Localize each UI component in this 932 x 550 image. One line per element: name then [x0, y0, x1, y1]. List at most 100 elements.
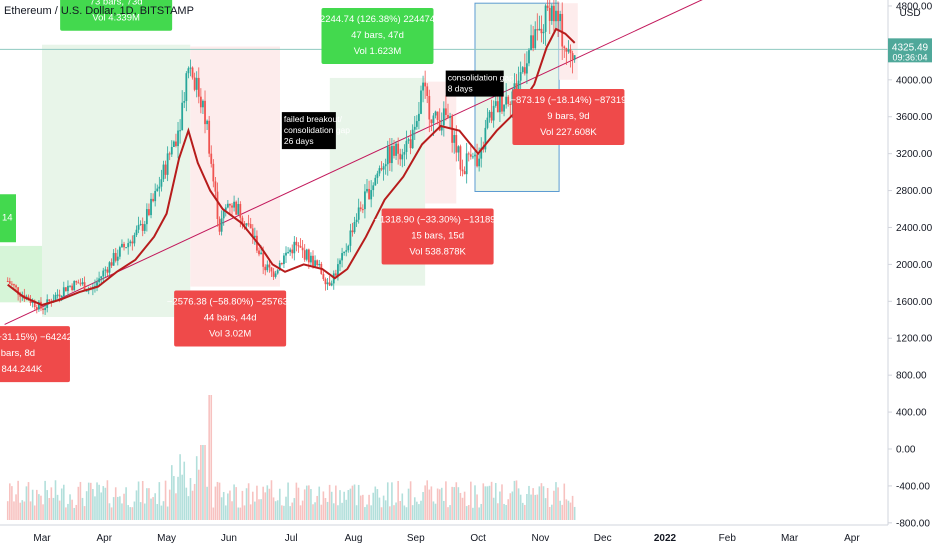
volume-bar-238: [501, 484, 503, 520]
volume-bar-223: [470, 481, 472, 520]
volume-bar-127: [270, 480, 273, 520]
currency-label: USD: [899, 8, 920, 19]
volume-bar-75: [162, 501, 165, 520]
candle-body-179: [378, 168, 381, 174]
volume-bar-104: [222, 491, 225, 520]
volume-bar-152: [322, 491, 325, 520]
candle-body-156: [330, 283, 333, 286]
volume-bar-125: [266, 485, 269, 520]
candle-body-3: [13, 284, 15, 286]
range-label-7: −582.42 (−31.15%) −64242 8 bars, 8d Vol 84…: [0, 326, 72, 383]
candle-body-268: [563, 46, 566, 49]
candle-body-254: [534, 29, 537, 49]
candle-body-124: [264, 266, 267, 271]
price-axis[interactable]: USD5600.005200.004800.004400.004000.0036…: [887, 0, 932, 550]
candle-body-96: [206, 120, 208, 125]
volume-bar-102: [218, 482, 221, 520]
volume-bar-137: [291, 502, 294, 520]
volume-bar-235: [494, 482, 497, 520]
y-tick-label-16: -800.00: [896, 518, 930, 529]
candle-body-91: [195, 77, 198, 90]
range-label-0: 14: [0, 194, 16, 243]
candle-body-241: [507, 96, 510, 104]
candle-body-203: [428, 96, 431, 120]
volume-bar-70: [152, 497, 154, 520]
candle-body-98: [210, 153, 213, 164]
volume-bar-99: [212, 507, 215, 520]
candle-body-128: [272, 271, 275, 277]
candle-body-153: [324, 279, 327, 285]
volume-bar-80: [173, 476, 175, 520]
volume-bar-163: [345, 499, 348, 520]
candle-body-163: [345, 250, 348, 252]
volume-bar-193: [407, 488, 410, 520]
candle-body-14: [35, 307, 38, 310]
candle-body-118: [251, 228, 254, 238]
volume-bar-103: [220, 497, 223, 520]
volume-bar-241: [507, 499, 510, 520]
volume-bar-124: [264, 492, 267, 520]
x-tick-label-10: 2022: [654, 533, 677, 544]
candle-body-2: [10, 283, 13, 285]
volume-bar-54: [119, 496, 121, 520]
candle-body-116: [247, 223, 250, 225]
range-label-line-6-2: Vol 227.608K: [540, 127, 597, 138]
volume-bar-76: [164, 480, 167, 520]
volume-bar-44: [98, 484, 100, 520]
volume-bar-272: [571, 495, 574, 520]
range-label-box-3: [321, 7, 434, 64]
volume-bar-232: [488, 485, 491, 520]
volume-bar-259: [544, 498, 547, 520]
ma-line: [7, 27, 576, 307]
candle-body-46: [102, 270, 105, 277]
range-label-1: 2955.58 (208.22%) 29555873 bars, 73dVol …: [60, 0, 173, 31]
volume-bar-17: [42, 504, 44, 520]
candle-body-132: [280, 263, 283, 265]
volume-bar-88: [189, 478, 192, 520]
volume-bar-13: [33, 505, 36, 520]
volume-bar-174: [368, 494, 370, 520]
range-box-2: [190, 46, 280, 287]
candle-body-225: [474, 154, 476, 157]
volume-bar-26: [60, 488, 63, 520]
volume-bar-37: [83, 506, 86, 520]
candle-body-80: [172, 141, 175, 148]
y-tick-label-5: 3600.00: [896, 112, 932, 123]
volume-bar-264: [555, 482, 557, 520]
volume-bar-253: [532, 488, 534, 520]
time-axis[interactable]: Mar Apr May Jun Jul Aug Sep Oct Nov Dec 2022 Feb Mar…: [0, 524, 888, 544]
y-tick-label-11: 1200.00: [896, 334, 932, 345]
volume-bar-16: [40, 495, 42, 520]
candle-body-59: [129, 241, 132, 244]
volume-bar-72: [156, 504, 159, 520]
candle-body-115: [245, 223, 248, 226]
volume-bar-4: [15, 494, 17, 520]
candle-body-217: [457, 146, 460, 153]
volume-bar-106: [227, 493, 229, 520]
candle-body-264: [555, 10, 557, 22]
range-label-line-7-1: 8 bars, 8d: [0, 348, 35, 359]
candle-body-90: [193, 77, 196, 90]
volume-bar-255: [536, 494, 539, 520]
candle-body-1: [8, 281, 11, 284]
candle-body-193: [407, 139, 410, 141]
volume-bar-1: [9, 483, 11, 520]
volume-bar-93: [200, 445, 202, 520]
candle-body-158: [334, 273, 337, 276]
candle-body-269: [565, 48, 568, 52]
candle-body-256: [538, 28, 541, 31]
volume-bar-267: [561, 504, 564, 520]
candle-body-106: [226, 203, 229, 208]
candle-body-53: [116, 256, 119, 261]
volume-bar-140: [297, 487, 300, 520]
volume-bar-144: [305, 485, 308, 520]
candle-body-176: [372, 185, 375, 191]
volume-bar-203: [428, 489, 431, 520]
volume-bar-21: [50, 487, 53, 520]
candle-body-208: [438, 119, 441, 131]
volume-bar-73: [158, 482, 161, 520]
candle-body-57: [125, 247, 128, 249]
volume-bar-128: [272, 497, 275, 520]
candle-body-166: [351, 230, 354, 233]
